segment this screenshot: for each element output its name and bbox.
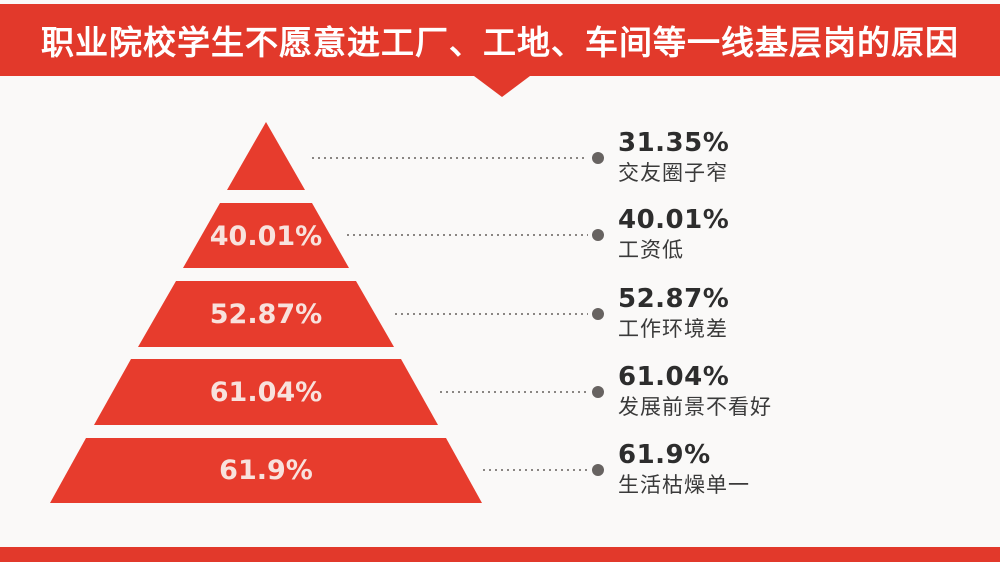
pyramid-level-3 <box>138 281 394 347</box>
annotation-level-4-value: 61.04% <box>618 362 730 392</box>
pyramid-level-1 <box>227 122 305 190</box>
leader-dot-4 <box>592 386 604 398</box>
pyramid-level-4-value: 61.04% <box>210 377 322 408</box>
pyramid-level-2-value: 40.01% <box>210 221 322 252</box>
annotation-level-5-reason: 生活枯燥单一 <box>618 473 750 497</box>
pyramid-level-5-value: 61.9% <box>219 455 313 486</box>
pyramid-level-4 <box>94 359 438 425</box>
banner-pointer-arrow-icon <box>474 76 530 97</box>
leader-dot-3 <box>592 308 604 320</box>
annotation-level-5: 61.9% 生活枯燥单一 <box>618 440 948 500</box>
pyramid-level-5 <box>50 438 482 503</box>
title-banner: 职业院校学生不愿意进工厂、工地、车间等一线基层岗的原因 <box>0 4 1000 76</box>
footer-bar <box>0 547 1000 562</box>
annotation-level-3-value: 52.87% <box>618 284 730 314</box>
annotation-level-1: 31.35% 交友圈子窄 <box>618 128 948 188</box>
leader-dot-1 <box>592 152 604 164</box>
annotation-level-3-reason: 工作环境差 <box>618 317 728 341</box>
annotation-level-2-value: 40.01% <box>618 205 730 235</box>
leader-dot-2 <box>592 229 604 241</box>
leader-dot-5 <box>592 464 604 476</box>
annotation-level-1-reason: 交友圈子窄 <box>618 161 728 185</box>
pyramid-level-3-value: 52.87% <box>210 299 322 330</box>
annotation-level-2-reason: 工资低 <box>618 238 684 262</box>
annotation-level-1-value: 31.35% <box>618 128 730 158</box>
annotation-level-4-reason: 发展前景不看好 <box>618 395 772 419</box>
annotation-level-3: 52.87% 工作环境差 <box>618 284 948 344</box>
annotation-level-4: 61.04% 发展前景不看好 <box>618 362 948 422</box>
pyramid-level-2 <box>183 203 349 268</box>
chart-title: 职业院校学生不愿意进工厂、工地、车间等一线基层岗的原因 <box>41 23 959 62</box>
annotation-level-2: 40.01% 工资低 <box>618 205 948 265</box>
annotation-level-5-value: 61.9% <box>618 440 711 470</box>
